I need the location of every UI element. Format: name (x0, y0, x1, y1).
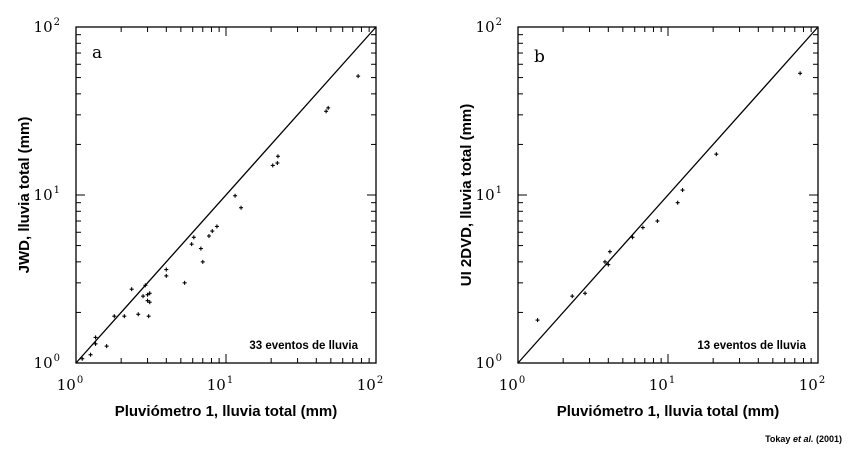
x-tick-label: 102 (799, 375, 825, 394)
data-point (147, 291, 152, 296)
data-point (606, 262, 611, 267)
data-point (80, 356, 85, 361)
data-point (164, 273, 169, 278)
x-tick-label: 100 (57, 375, 83, 394)
event-count-note: 33 eventos de lluvia (249, 340, 358, 352)
data-point (122, 314, 127, 319)
y-tick-label: 100 (476, 353, 502, 372)
data-point (147, 300, 152, 305)
data-point (104, 344, 109, 349)
data-point (145, 292, 150, 297)
y-tick-label: 102 (476, 17, 502, 36)
data-point (143, 283, 148, 288)
data-point (206, 234, 211, 239)
data-point (583, 291, 588, 296)
data-point (136, 312, 141, 317)
data-point (630, 235, 635, 240)
one-to-one-line (517, 26, 819, 364)
y-tick-label: 100 (34, 353, 60, 372)
data-point (164, 267, 169, 272)
y-tick-label: 101 (476, 185, 502, 204)
x-tick-label: 101 (207, 375, 233, 394)
data-point (191, 235, 196, 240)
data-point (324, 109, 329, 114)
data-point (189, 242, 194, 247)
data-point (129, 287, 134, 292)
data-point (141, 294, 146, 299)
x-tick-label: 102 (357, 375, 383, 394)
x-tick-label: 101 (649, 375, 675, 394)
panel-b: 100 101 102 100 101 102 b 13 eventos de lluvia P… (458, 17, 825, 420)
data-point (602, 259, 607, 264)
data-point (93, 335, 98, 340)
data-point (214, 224, 219, 229)
data-point (200, 259, 205, 264)
figure-credit: Tokay et al. (2001) (765, 434, 842, 444)
data-point (270, 163, 275, 168)
data-point (182, 280, 187, 285)
y-tick-label: 101 (34, 185, 60, 204)
data-point (88, 352, 93, 357)
x-tick-label: 100 (499, 375, 525, 394)
panel-label: a (92, 43, 102, 63)
data-point (714, 152, 719, 157)
data-point (680, 188, 685, 193)
panel-label: b (534, 47, 545, 67)
y-axis-label: UI 2DVD, lluvia total (mm) (458, 104, 475, 287)
data-point (655, 219, 660, 224)
credit-author: Tokay (765, 434, 791, 444)
data-point (570, 294, 575, 299)
data-point (326, 105, 331, 110)
data-point (239, 205, 244, 210)
data-point (93, 341, 98, 346)
data-point (675, 200, 680, 205)
y-tick-label: 102 (34, 17, 60, 36)
data-point (798, 71, 803, 76)
data-point (275, 161, 280, 166)
data-point (275, 154, 280, 159)
credit-year: (2001) (815, 434, 842, 444)
data-point (145, 298, 150, 303)
x-axis-label: Pluviómetro 1, lluvia total (mm) (557, 403, 780, 420)
data-point (233, 193, 238, 198)
data-point (607, 249, 612, 254)
event-count-note: 13 eventos de lluvia (697, 340, 806, 352)
x-axis-label: Pluviómetro 1, lluvia total (mm) (115, 403, 338, 420)
data-point (356, 74, 361, 79)
one-to-one-line (75, 26, 377, 364)
data-point (198, 246, 203, 251)
data-point (112, 314, 117, 319)
data-point (640, 225, 645, 230)
credit-etal: et al. (792, 434, 814, 444)
data-point (146, 314, 151, 319)
y-axis-label: JWD, lluvia total (mm) (16, 117, 33, 274)
panel-a: 100 101 102 100 101 102 a 33 eventos de lluvia P… (16, 17, 383, 420)
data-point (210, 229, 215, 234)
data-point (535, 318, 540, 323)
